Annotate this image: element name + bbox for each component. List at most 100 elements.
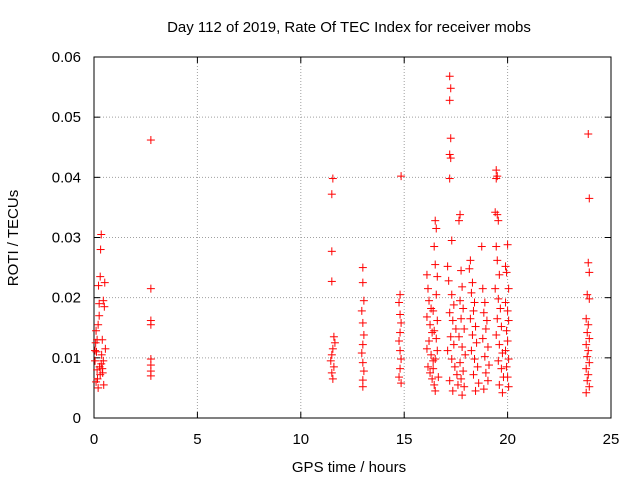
data-point	[448, 386, 457, 395]
data-point	[482, 316, 491, 325]
data-point	[466, 314, 475, 323]
data-point	[493, 314, 502, 323]
data-point	[99, 296, 108, 305]
data-point	[503, 306, 512, 315]
data-point	[493, 210, 502, 219]
data-point	[472, 338, 481, 347]
data-point	[327, 350, 336, 359]
data-point	[504, 355, 513, 364]
data-point	[95, 311, 104, 320]
data-point	[358, 278, 367, 287]
data-point	[329, 332, 338, 341]
data-point	[91, 346, 100, 355]
data-point	[481, 368, 490, 377]
data-point	[495, 380, 504, 389]
data-point	[494, 294, 503, 303]
data-point	[457, 314, 466, 323]
data-point	[452, 370, 461, 379]
data-point	[359, 367, 368, 376]
data-point	[477, 242, 486, 251]
data-point	[423, 362, 432, 371]
data-point	[357, 349, 366, 358]
data-point	[432, 224, 441, 233]
data-point	[479, 385, 488, 394]
data-point	[431, 216, 440, 225]
data-point	[460, 324, 469, 333]
data-point	[328, 374, 337, 383]
data-point	[491, 284, 500, 293]
data-point	[422, 344, 431, 353]
x-tick-labels: 0 5 10 15 20 25	[90, 431, 620, 448]
data-point	[480, 352, 489, 361]
data-point	[496, 304, 505, 313]
data-point	[461, 350, 470, 359]
data-point	[497, 322, 506, 331]
data-point	[585, 268, 594, 277]
y-tick-labels: 0 0.01 0.02 0.03 0.04 0.05 0.06	[52, 49, 81, 427]
data-point	[585, 358, 594, 367]
data-point	[96, 370, 105, 379]
data-point	[451, 324, 460, 333]
data-point	[584, 320, 593, 329]
data-point	[146, 371, 155, 380]
data-point	[501, 262, 510, 271]
data-point	[468, 278, 477, 287]
data-point	[474, 379, 483, 388]
data-point	[358, 382, 367, 391]
data-point	[495, 340, 504, 349]
data-point	[99, 380, 108, 389]
data-point	[427, 350, 436, 359]
data-point	[501, 298, 510, 307]
data-point	[358, 318, 367, 327]
data-point	[584, 258, 593, 267]
y-tick-label: 0.01	[52, 350, 81, 367]
data-point	[480, 298, 489, 307]
x-tick-label: 10	[292, 431, 309, 448]
data-point	[358, 358, 367, 367]
y-tick-label: 0.06	[52, 49, 81, 66]
data-point	[585, 334, 594, 343]
data-point	[473, 362, 482, 371]
data-point	[458, 282, 467, 291]
data-point	[478, 334, 487, 343]
data-point	[97, 230, 106, 239]
data-point	[585, 294, 594, 303]
data-points	[91, 72, 594, 400]
data-point	[584, 346, 593, 355]
data-point	[450, 362, 459, 371]
data-point	[471, 386, 480, 395]
data-point	[458, 391, 467, 400]
data-point	[443, 346, 452, 355]
grid-lines	[94, 57, 611, 418]
data-point	[470, 355, 479, 364]
data-point	[397, 379, 406, 388]
data-point	[397, 355, 406, 364]
data-point	[503, 336, 512, 345]
y-tick-label: 0.05	[52, 109, 81, 126]
data-point	[101, 344, 110, 353]
data-point	[357, 306, 366, 315]
data-point	[425, 336, 434, 345]
data-point	[328, 174, 337, 183]
chart-title: Day 112 of 2019, Rate Of TEC Index for r…	[167, 19, 531, 36]
data-point	[146, 284, 155, 293]
data-point	[397, 318, 406, 327]
data-point	[429, 356, 438, 365]
data-point	[433, 346, 442, 355]
data-point	[456, 296, 465, 305]
data-point	[96, 245, 105, 254]
x-tick-label: 25	[603, 431, 620, 448]
data-point	[447, 236, 456, 245]
data-point	[429, 306, 438, 315]
data-point	[494, 216, 503, 225]
data-point	[465, 264, 474, 273]
data-point	[459, 304, 468, 313]
data-point	[327, 190, 336, 199]
data-point	[582, 388, 591, 397]
data-point	[396, 290, 405, 299]
data-point	[469, 306, 478, 315]
x-tick-label: 5	[193, 431, 201, 448]
data-point	[445, 376, 454, 385]
data-point	[583, 328, 592, 337]
data-point	[430, 326, 439, 335]
